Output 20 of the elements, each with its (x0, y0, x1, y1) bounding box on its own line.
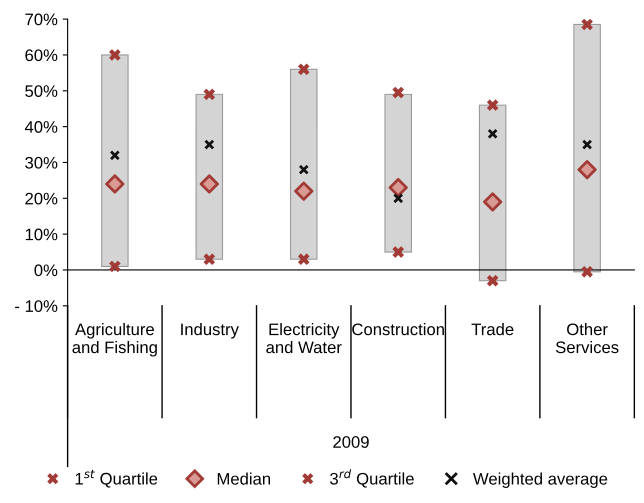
y-tick-label: 60% (25, 49, 58, 62)
y-tick-label: 30% (25, 156, 58, 169)
y-tick-label: 20% (25, 192, 58, 205)
y-tick-label: - 10% (15, 300, 58, 312)
x-tick-label: Other Services (556, 323, 618, 354)
legend-label: 3$^{rd}$ Quartile (330, 469, 414, 488)
y-tick-label: 40% (24, 121, 58, 133)
y-tick-label: 70% (25, 14, 58, 26)
x-tick-label: Industry (181, 323, 239, 339)
legend-label: Median (218, 472, 270, 485)
x-axis-title: 2009 (333, 436, 369, 448)
y-tick-label: 0% (34, 264, 58, 276)
x-tick-label: Electricity and Water (266, 323, 342, 354)
x-tick-label: Construction (352, 323, 444, 336)
y-tick-label: 50% (25, 85, 58, 97)
legend-label: Weighted average (473, 472, 608, 488)
x-tick-label: Trade (472, 323, 514, 336)
y-tick-label: 10% (26, 228, 58, 240)
x-tick-label: Agriculture and Fishing (72, 323, 157, 357)
legend-label: 1$^{st}$ Quartile (76, 470, 158, 488)
